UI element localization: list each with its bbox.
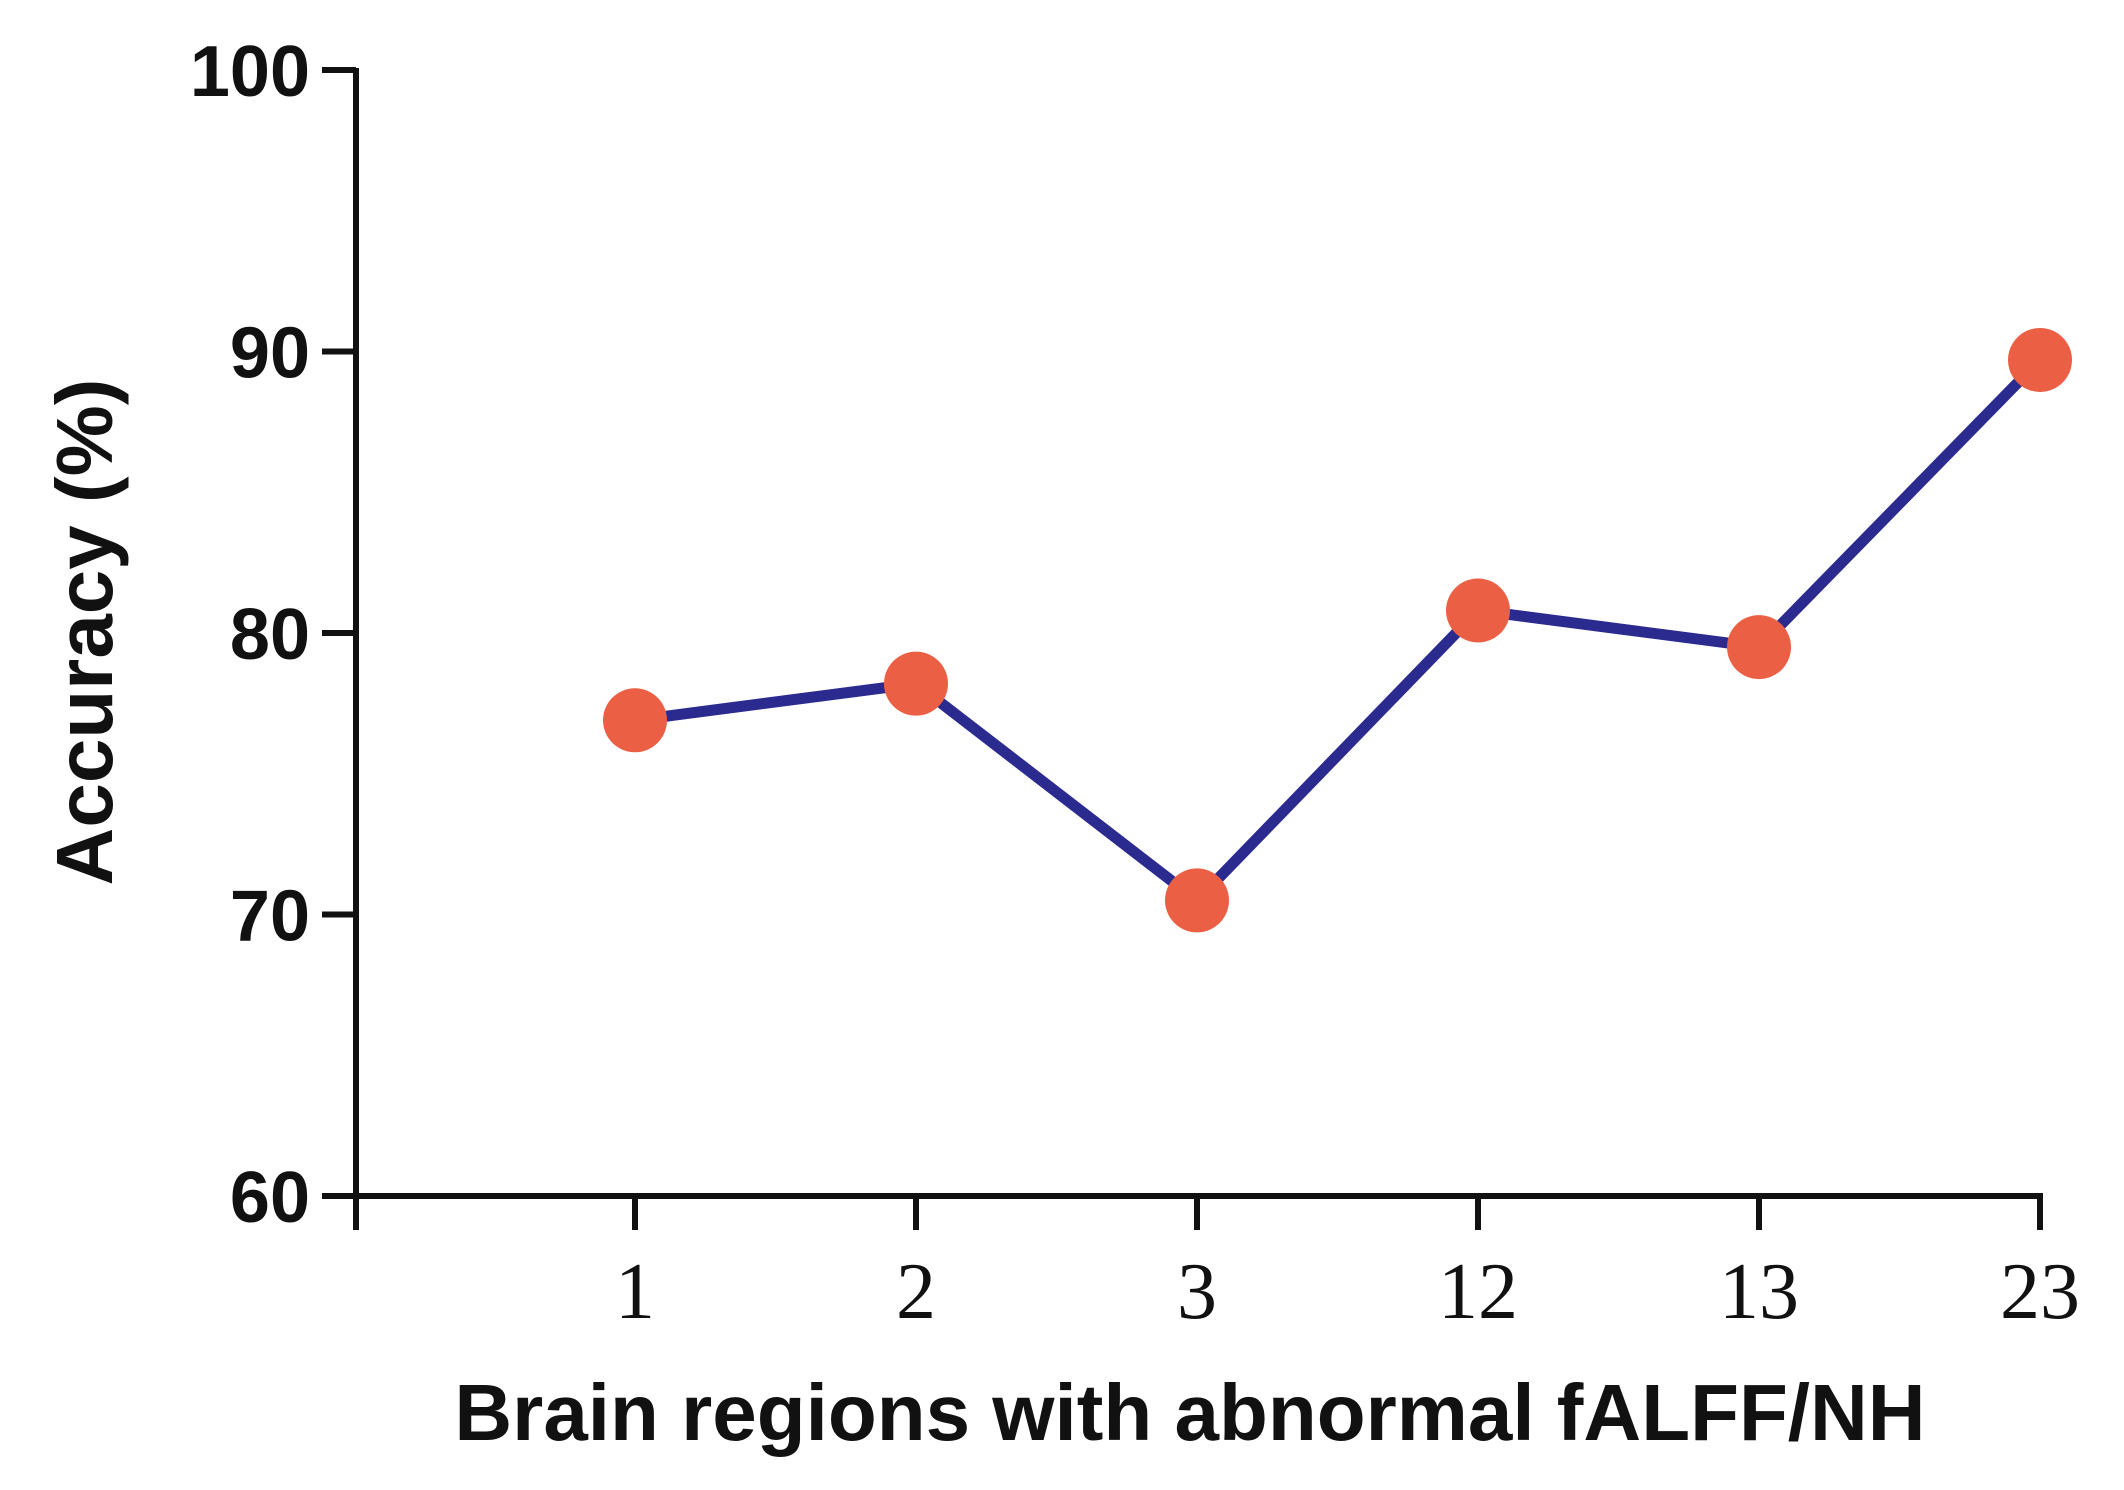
series-group: [603, 327, 2072, 933]
y-tick-label: 60: [230, 1158, 310, 1238]
data-point: [1727, 615, 1791, 680]
series-line: [634, 356, 2044, 906]
x-tick-label: 23: [2000, 1248, 2080, 1336]
x-tick-label: 2: [896, 1248, 936, 1336]
x-axis-label: Brain regions with abnormal fALFF/NH: [454, 1368, 1925, 1457]
x-tick-label: 13: [1719, 1248, 1799, 1336]
data-point: [884, 651, 948, 716]
y-tick-label: 100: [190, 32, 310, 112]
y-axis-ticks: 60 70 80 90 100: [190, 32, 356, 1238]
x-tick-label: 12: [1438, 1248, 1518, 1336]
x-axis-ticks: 1 2 3 12 13 23: [353, 1196, 2080, 1336]
x-tick-label: 3: [1177, 1248, 1217, 1336]
y-tick-label: 90: [230, 314, 310, 394]
y-axis-label: Accuracy (%): [40, 379, 129, 886]
x-tick-label: 1: [615, 1248, 655, 1336]
data-point: [1165, 868, 1229, 933]
y-tick-label: 70: [230, 877, 310, 957]
data-point: [1446, 578, 1510, 643]
y-tick-label: 80: [230, 595, 310, 675]
data-point: [603, 688, 667, 753]
data-point: [2008, 327, 2072, 392]
